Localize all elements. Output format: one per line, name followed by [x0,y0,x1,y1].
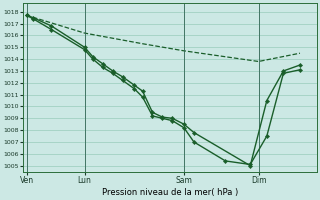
X-axis label: Pression niveau de la mer( hPa ): Pression niveau de la mer( hPa ) [102,188,238,197]
